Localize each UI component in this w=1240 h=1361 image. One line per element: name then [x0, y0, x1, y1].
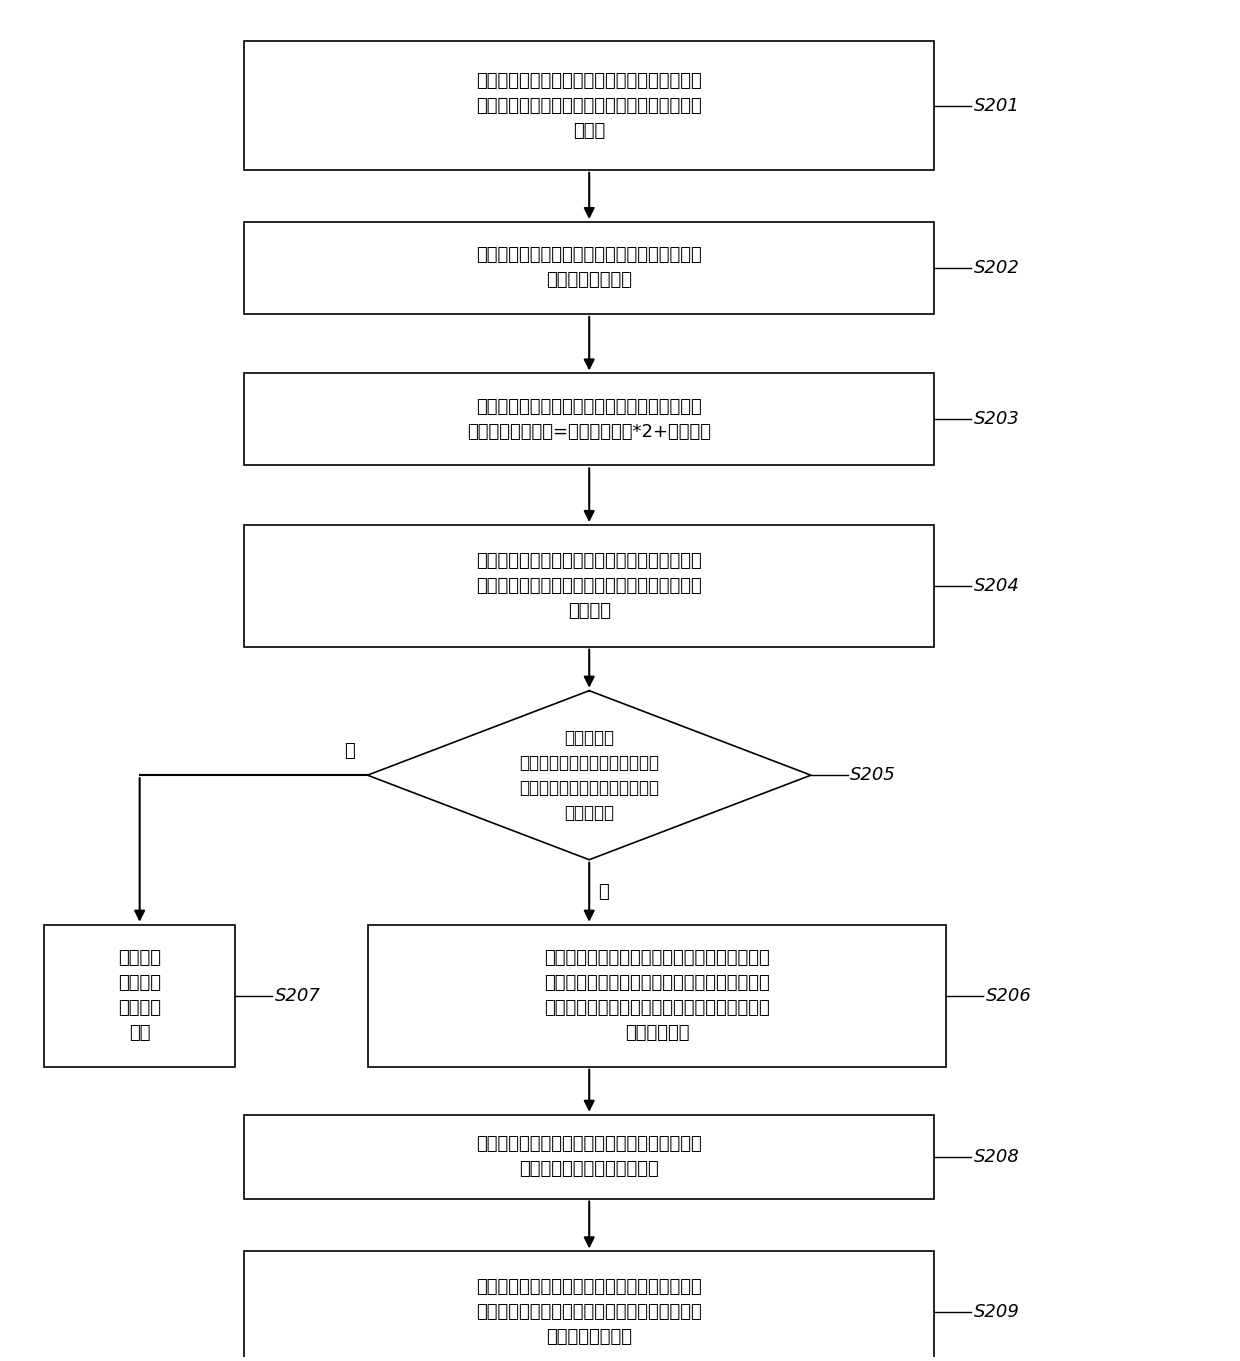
Text: 根据节点选取规则确定目标主节点在节点管理数
组中的目标数组位: 根据节点选取规则确定目标主节点在节点管理数 组中的目标数组位	[476, 246, 702, 290]
Text: 结合目标数组位和节点编号计算公式计算目标主
节点编号：数组位=存储设备编号*2+节点编号: 结合目标数组位和节点编号计算公式计算目标主 节点编号：数组位=存储设备编号*2+…	[467, 397, 712, 441]
Text: S202: S202	[973, 259, 1019, 276]
Bar	[244, 1251, 934, 1361]
Bar	[244, 222, 934, 314]
Bar	[45, 924, 236, 1067]
Text: S206: S206	[986, 987, 1032, 1004]
Bar	[367, 924, 946, 1067]
Text: 否: 否	[345, 742, 355, 759]
Text: 接收业务处理请求，并对业务处理请求进行解析
，得到业务处理请求对应的待处理业务的节点选
取规则: 接收业务处理请求，并对业务处理请求进行解析 ，得到业务处理请求对应的待处理业务的…	[476, 72, 702, 140]
Text: S207: S207	[274, 987, 320, 1004]
Text: 是: 是	[598, 883, 609, 901]
Text: S203: S203	[973, 411, 1019, 429]
Text: 根据当前发生的节点加入事件或节点退出事件，
对节点管理数组中对应数组位的预置节点编号进
行有效性更新操作: 根据当前发生的节点加入事件或节点退出事件， 对节点管理数组中对应数组位的预置节点…	[476, 1278, 702, 1346]
Text: 从存储集群中选取目标主节点编号对应的目标主
节点和目标备份节点编号对应的目标备份节点，
并利用目标主节点和目标备份节点对待处理业务
进行处理操作: 从存储集群中选取目标主节点编号对应的目标主 节点和目标备份节点编号对应的目标备份…	[544, 949, 770, 1043]
Text: S205: S205	[851, 766, 897, 784]
Bar	[244, 1115, 934, 1199]
Polygon shape	[367, 690, 811, 860]
Text: S208: S208	[973, 1147, 1019, 1165]
Text: 进行节点
选取规则
调整提示
操作: 进行节点 选取规则 调整提示 操作	[118, 949, 161, 1043]
Text: 在检测到节点加入事件或节点退出事件发生时，
暂停对待处理业务的处理操作: 在检测到节点加入事件或节点退出事件发生时， 暂停对待处理业务的处理操作	[476, 1135, 702, 1179]
Bar	[244, 373, 934, 465]
Text: 通过运行状
态机调用节点管理数组判断目标
主节点编号和目标备份节点编号
是否均有效: 通过运行状 态机调用节点管理数组判断目标 主节点编号和目标备份节点编号 是否均有…	[520, 728, 660, 822]
Bar	[244, 41, 934, 170]
Text: 将目标主节点编号对应的存储设备编号中除目标
主节点编号之外的另一节点编号确定为目标备份
节点编号: 将目标主节点编号对应的存储设备编号中除目标 主节点编号之外的另一节点编号确定为目…	[476, 551, 702, 619]
Text: S204: S204	[973, 577, 1019, 595]
Text: S201: S201	[973, 97, 1019, 114]
Text: S209: S209	[973, 1304, 1019, 1322]
Bar	[244, 525, 934, 646]
